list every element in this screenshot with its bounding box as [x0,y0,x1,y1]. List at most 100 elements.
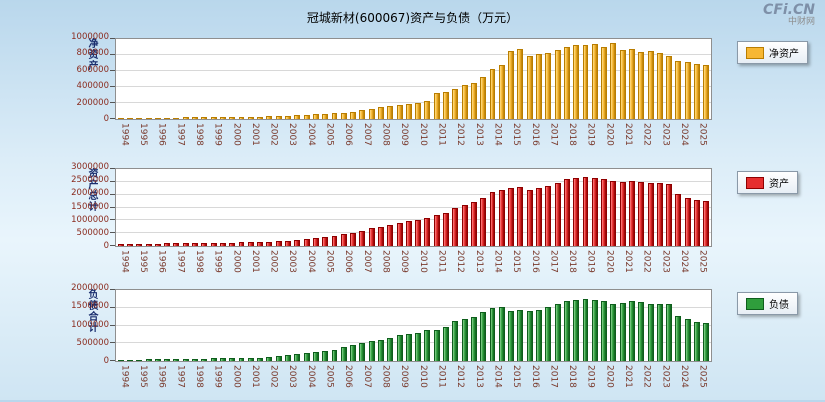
net-assets-bar [443,91,449,119]
x-tick-label: 1995 [137,250,148,273]
total-liabilities-bar [117,359,124,361]
total-liabilities-bar [591,300,598,361]
total-assets-bar [536,188,542,246]
net-assets-bar [396,105,403,119]
x-tick-label: 2010 [417,365,428,388]
x-tick-label: 1995 [137,365,148,388]
total-liabilities-bar [350,345,357,361]
total-liabilities-bar [629,301,635,361]
net-assets-bar [573,44,580,119]
total-liabilities-bar [285,355,291,361]
net-assets-bar [136,118,143,119]
total-assets-bar [182,243,189,246]
gridline [116,232,711,234]
total-liabilities-bar [126,359,133,361]
x-tick-label: 2020 [604,250,615,273]
net-assets-bar [257,116,264,119]
net-assets-bar [303,114,310,119]
x-tick-label: 1999 [212,123,223,146]
x-tick-label: 2025 [697,123,708,146]
x-tick-label: 2011 [436,250,447,273]
total-liabilities-bar [517,310,524,361]
net-assets-bar [238,116,245,119]
net-assets-bar [266,116,273,119]
net-assets-bar [610,43,617,119]
x-tick-label: 2013 [473,123,484,146]
total-assets-bar [684,197,691,246]
net-assets-bar [554,50,561,119]
x-tick-label: 2001 [249,365,260,388]
total-assets-bar [126,244,133,246]
net-assets-bar [647,51,654,119]
x-tick-label: 1998 [193,365,204,388]
x-tick-label: 1994 [119,250,130,273]
x-tick-label: 2003 [287,123,298,146]
net-assets-bar [275,116,282,119]
net-assets-bar [229,117,236,119]
x-tick-label: 1997 [175,250,186,273]
total-assets-bar [257,242,264,246]
total-liabilities-bar [294,354,301,361]
total-liabilities-bar [554,304,561,361]
gridline [116,70,711,71]
y-tick-mark [110,193,115,195]
net-assets-chart: 净资产 0 200000 400000 600000 800000 1000000 199… [0,32,825,146]
y-tick-label: 400000 [76,81,109,92]
x-tick-label: 1994 [119,123,130,146]
total-liabilities-bar [656,303,663,361]
x-tick-label: 2021 [623,123,634,146]
x-tick-label: 2021 [623,250,634,273]
y-axis: 0 500000 1000000 1500000 2000000 2500000 30000… [50,162,112,251]
total-liabilities-bar [498,307,505,361]
y-tick-label: 1500000 [71,301,109,312]
total-assets-bar [396,222,403,246]
total-liabilities-bar [368,341,375,361]
total-assets-bar [164,243,171,246]
net-assets-bar [629,49,635,119]
x-tick-label: 1999 [212,250,223,273]
x-tick-label: 2022 [641,250,652,273]
total-assets-bar [285,240,291,246]
x-tick-label: 2002 [268,250,279,273]
x-tick-label: 2005 [324,123,335,146]
legend: 资产 [737,171,798,194]
total-assets-bar [229,242,236,246]
x-tick-label: 2004 [305,123,316,146]
legend-label: 负债 [769,300,789,311]
x-tick-label: 2016 [529,250,540,273]
x-tick-label: 2014 [492,250,503,273]
net-assets-bar [210,117,217,119]
x-tick-label: 1997 [175,365,186,388]
net-assets-bar [591,43,598,119]
net-assets-bar [508,51,515,119]
total-liabilities-bar [424,329,431,361]
x-tick-label: 2001 [249,123,260,146]
x-tick-label: 2014 [492,123,503,146]
total-assets-bar [489,192,496,246]
x-tick-label: 2016 [529,123,540,146]
y-tick-label: 2000000 [71,283,109,293]
x-tick-label: 2024 [679,365,690,388]
total-liabilities-bar [545,307,552,361]
x-tick-label: 2000 [231,365,242,388]
total-liabilities-bar [601,300,608,361]
site-logo[interactable]: CFi.CN 中财网 [763,3,815,27]
total-liabilities-bar [182,358,189,361]
gridline [116,324,711,326]
net-assets-bar [666,55,673,119]
x-tick-label: 2009 [399,123,410,146]
total-assets-bar [210,242,217,246]
net-assets-bar [684,62,691,119]
x-tick-label: 2005 [324,365,335,388]
total-liabilities-bar [154,359,161,361]
x-tick-label: 2007 [361,365,372,388]
y-axis: 0 500000 1000000 1500000 2000000 [50,283,112,366]
y-tick-label: 1000000 [71,214,109,225]
x-tick-label: 2015 [511,365,522,388]
net-assets-bar [247,116,254,119]
x-tick-label: 2019 [585,123,596,146]
x-tick-label: 2012 [455,123,466,146]
y-tick-label: 200000 [76,97,109,108]
total-assets-bar [377,226,384,246]
x-tick-label: 2024 [679,123,690,146]
